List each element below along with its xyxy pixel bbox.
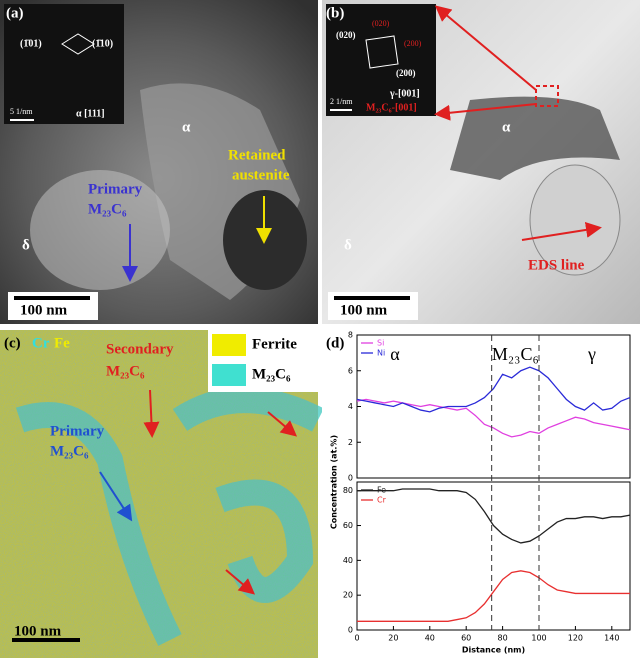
region-label: γ [587, 344, 596, 364]
saed-inset [326, 4, 436, 116]
panel-label: (b) [326, 5, 344, 21]
annotation: Primary [88, 181, 143, 197]
x-tick-label: 60 [461, 634, 471, 643]
spot-label: (1̄10) [92, 38, 113, 49]
spot-label: (020) [372, 19, 390, 28]
x-tick-label: 80 [498, 634, 508, 643]
scale-label: 100 nm [14, 623, 62, 639]
x-tick-label: 20 [388, 634, 398, 643]
legend-label: Cr [377, 496, 387, 505]
annotation: Secondary [106, 341, 174, 357]
annotation: M₂₃C₆ [50, 443, 89, 459]
selection-box [535, 85, 559, 107]
region-label: M₂₃C₆ [492, 344, 539, 364]
phase-label: α [182, 119, 191, 135]
y-tick-label: 4 [348, 402, 353, 411]
annotation: austenite [232, 167, 290, 183]
y-tick-label: 0 [348, 626, 353, 635]
annotation: M₂₃C₆ [106, 363, 145, 379]
x-tick-label: 100 [531, 634, 546, 643]
y-tick-label: 20 [343, 591, 353, 600]
y-tick-label: 40 [343, 556, 353, 565]
annotation: EDS line [528, 257, 585, 273]
x-tick-label: 0 [354, 634, 359, 643]
phase-label: δ [344, 237, 352, 253]
grain [450, 96, 620, 180]
annotation: Retained [228, 147, 286, 163]
panel-b: (b) (020) (200) (020) (200) γ-[001] M₂₃C… [322, 0, 640, 324]
arrow [434, 5, 537, 91]
panel-label: (d) [326, 335, 344, 351]
panel-label: (a) [6, 5, 24, 21]
arrow [434, 103, 537, 121]
saed-inset [4, 4, 124, 124]
y-tick-label: 80 [343, 486, 353, 495]
legend-swatch [212, 364, 246, 386]
legend-label: M₂₃C₆ [252, 366, 291, 382]
plot-frame [356, 481, 631, 631]
y-tick-label: 60 [343, 521, 353, 530]
scale-label: 2 1/nm [330, 97, 353, 106]
legend-label: Si [377, 339, 384, 348]
arrow [521, 221, 602, 241]
phase-label: δ [22, 237, 30, 253]
y-axis-label: Concentration (at.%) [330, 435, 339, 529]
grain [30, 170, 170, 290]
panel-a: (a) (1̄01) (1̄10) α [111] 5 1/nm α δ Ret… [0, 0, 318, 324]
series-line [357, 570, 630, 622]
y-tick-label: 2 [348, 438, 353, 447]
series-line [356, 366, 631, 413]
legend-label: Ni [377, 349, 385, 358]
arrow [267, 411, 298, 437]
scale-label: 100 nm [340, 302, 388, 318]
y-tick-label: 6 [348, 366, 353, 375]
region-label: α [390, 344, 400, 364]
x-axis-label: Distance (nm) [462, 646, 525, 655]
zone-axis: γ-[001] [389, 88, 420, 99]
scale-label: 100 nm [20, 302, 68, 318]
legend-label: Fe [377, 486, 386, 495]
diffraction-cell [61, 33, 95, 55]
panel-d: (d) [322, 330, 640, 658]
spot-label: (200) [404, 39, 422, 48]
zone-axis: α [111] [76, 108, 105, 119]
map-element: Fe [54, 335, 70, 351]
spot-label: (1̄01) [20, 38, 42, 49]
chart-background [322, 330, 640, 658]
x-tick-label: 40 [425, 634, 435, 643]
y-tick-label: 8 [348, 331, 353, 340]
map-element: Cr [32, 335, 50, 351]
grain [529, 164, 621, 276]
spot-label: (020) [336, 30, 356, 40]
diffraction-cell [365, 35, 399, 69]
arrow [99, 471, 133, 522]
arrow [225, 569, 256, 595]
series-line [357, 488, 631, 544]
y-tick-label: 0 [348, 474, 353, 483]
x-tick-label: 140 [604, 634, 619, 643]
panel-c: Ferrite M₂₃C₆ (c) Cr Fe Secondary M₂₃C₆ … [0, 330, 324, 658]
zone-axis: M₂₃C₆-[001] [366, 102, 417, 113]
scale-label: 5 1/nm [10, 107, 33, 116]
panel-label: (c) [4, 335, 21, 351]
phase-label: α [502, 119, 511, 135]
legend-label: Ferrite [252, 336, 297, 352]
x-tick-label: 120 [568, 634, 583, 643]
spot-label: (200) [396, 68, 416, 78]
legend-swatch [212, 334, 246, 356]
arrow [143, 389, 160, 438]
annotation: M₂₃C₆ [88, 201, 127, 217]
annotation: Primary [50, 423, 105, 439]
